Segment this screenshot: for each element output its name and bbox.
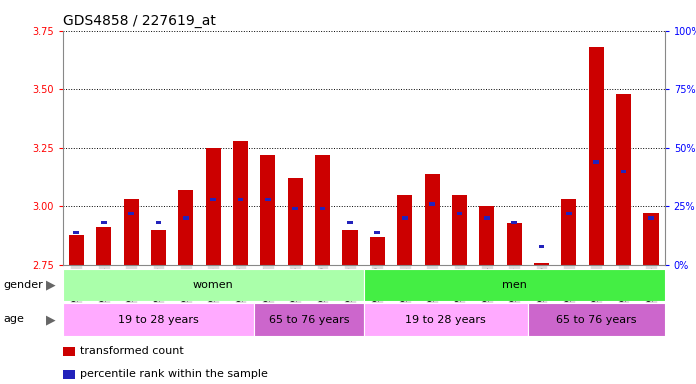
Bar [210,198,216,201]
Bar [507,223,522,265]
Bar [539,245,544,248]
Bar [589,47,604,265]
Bar [363,269,665,301]
Bar [128,212,134,215]
Bar [616,94,631,265]
Text: 19 to 28 years: 19 to 28 years [405,314,486,325]
Bar [648,217,654,220]
Bar [233,141,248,265]
Bar [562,199,576,265]
Bar [151,230,166,265]
Bar [260,155,276,265]
Text: men: men [502,280,527,290]
Text: women: women [193,280,234,290]
Bar [363,303,528,336]
Bar [402,217,408,220]
Bar [342,230,358,265]
Bar [96,227,111,265]
Text: gender: gender [3,280,43,290]
Bar [457,212,462,215]
Bar [69,235,84,265]
Text: 65 to 76 years: 65 to 76 years [556,314,637,325]
Bar [397,195,412,265]
Bar [370,237,385,265]
Bar [452,195,467,265]
Bar [178,190,193,265]
Text: ▶: ▶ [46,279,56,292]
Bar [512,221,517,224]
Bar [319,207,326,210]
Bar [429,202,435,206]
Bar [347,221,353,224]
Bar [315,155,330,265]
Text: age: age [3,314,24,324]
Text: 65 to 76 years: 65 to 76 years [269,314,349,325]
Bar [287,178,303,265]
Bar [425,174,440,265]
Bar [374,230,380,234]
Bar [528,303,665,336]
Bar [484,217,490,220]
Bar [621,170,626,173]
Bar [183,217,189,220]
Text: transformed count: transformed count [80,346,184,356]
Bar [254,303,363,336]
Bar [644,214,658,265]
Bar [74,230,79,234]
Bar [63,303,254,336]
Bar [480,207,494,265]
Text: ▶: ▶ [46,313,56,326]
Text: percentile rank within the sample: percentile rank within the sample [80,369,268,379]
Bar [205,148,221,265]
Bar [63,269,363,301]
Bar [534,263,549,265]
Text: 19 to 28 years: 19 to 28 years [118,314,199,325]
Bar [594,160,599,164]
Bar [156,221,161,224]
Bar [566,212,571,215]
Text: GDS4858 / 227619_at: GDS4858 / 227619_at [63,14,216,28]
Bar [292,207,298,210]
Bar [237,198,244,201]
Bar [101,221,106,224]
Bar [265,198,271,201]
Bar [123,199,139,265]
